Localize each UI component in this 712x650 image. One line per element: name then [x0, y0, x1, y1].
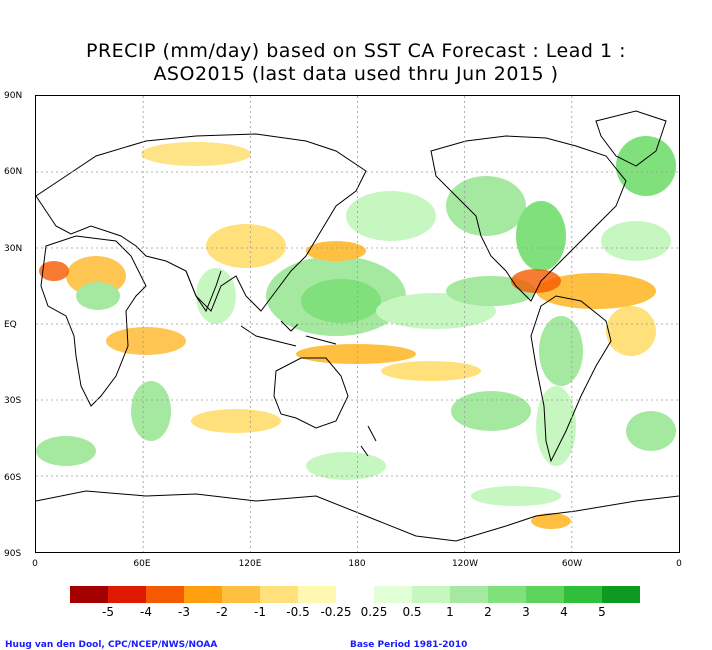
- anomaly-patch: [76, 282, 120, 310]
- anomaly-patch: [471, 486, 561, 506]
- legend-label: -0.25: [320, 605, 352, 619]
- anomaly-patch: [306, 241, 366, 261]
- anomaly-patch: [141, 142, 251, 166]
- legend-label: 2: [484, 605, 492, 619]
- coastline-south-america: [530, 295, 612, 463]
- lon-label: 60W: [561, 559, 583, 569]
- legend-swatch: [184, 586, 222, 603]
- lon-label: 180: [348, 559, 366, 569]
- anomaly-patch: [626, 411, 676, 451]
- coastline-eurasia: [36, 133, 367, 312]
- precip-map: [35, 95, 680, 553]
- legend-swatch: [526, 586, 564, 603]
- coastline-newzealand: [360, 425, 377, 457]
- legend-label: 0.25: [360, 605, 388, 619]
- legend-label: 3: [522, 605, 530, 619]
- legend-label: -4: [140, 605, 152, 619]
- anomaly-patch: [539, 316, 583, 386]
- legend-label: -3: [178, 605, 190, 619]
- anomaly-patch: [39, 261, 69, 281]
- legend-swatch: [222, 586, 260, 603]
- color-legend: [70, 586, 640, 603]
- lon-label: 120E: [238, 559, 262, 569]
- legend-swatch: [412, 586, 450, 603]
- anomaly-patch: [206, 224, 286, 268]
- credit-base-period: Base Period 1981-2010: [350, 640, 468, 650]
- lon-label: 120W: [451, 559, 479, 569]
- legend-swatch: [488, 586, 526, 603]
- coastlines: [36, 110, 679, 542]
- lat-label: 30N: [4, 244, 23, 254]
- coastline-australia: [273, 357, 349, 429]
- lon-label: 60E: [133, 559, 151, 569]
- coastline-north-america: [430, 135, 627, 302]
- legend-swatch: [70, 586, 108, 603]
- coastline-antarctica: [36, 490, 679, 542]
- anomaly-patch: [131, 381, 171, 441]
- legend-label: 4: [560, 605, 568, 619]
- graticule: [36, 96, 679, 552]
- precip-map-svg: [36, 96, 679, 552]
- anomaly-patch: [606, 306, 656, 356]
- anomaly-patch: [196, 268, 236, 324]
- anomaly-patch: [451, 391, 531, 431]
- legend-swatch: [146, 586, 184, 603]
- anomaly-patch: [516, 201, 566, 271]
- anomaly-patch: [601, 221, 671, 261]
- anomaly-patch: [301, 279, 381, 323]
- legend-label: -5: [102, 605, 114, 619]
- anomaly-patch: [446, 176, 526, 236]
- chart-title-line1: PRECIP (mm/day) based on SST CA Forecast…: [85, 40, 627, 62]
- lat-label: 90S: [4, 549, 22, 559]
- lat-label: 90N: [4, 91, 23, 101]
- anomaly-patch: [306, 452, 386, 480]
- anomaly-patch: [536, 273, 656, 309]
- coastline-africa: [40, 235, 147, 407]
- legend-swatch: [260, 586, 298, 603]
- anomaly-patch: [511, 269, 561, 293]
- legend-swatch: [602, 586, 640, 603]
- legend-swatch: [336, 586, 374, 603]
- anomaly-patches: [36, 136, 676, 529]
- anomaly-patch: [296, 344, 416, 364]
- lon-label: 0: [32, 559, 38, 569]
- lat-label: 60S: [4, 473, 22, 483]
- coastline-india: [185, 270, 222, 313]
- anomaly-patch: [536, 386, 576, 466]
- anomaly-patch: [346, 191, 436, 241]
- anomaly-patch: [381, 361, 481, 381]
- chart-title-line2: ASO2015 (last data used thru Jun 2015 ): [153, 63, 559, 85]
- legend-swatch: [108, 586, 146, 603]
- anomaly-patch: [106, 327, 186, 355]
- legend-label: 0.5: [402, 605, 422, 619]
- lat-label: 30S: [4, 396, 22, 406]
- legend-swatch: [450, 586, 488, 603]
- legend-label: 5: [598, 605, 606, 619]
- legend-label: 1: [446, 605, 454, 619]
- coastline-indonesia: [240, 320, 337, 347]
- legend-label: -0.5: [286, 605, 310, 619]
- legend-label: -2: [216, 605, 228, 619]
- lon-label: 0: [676, 559, 682, 569]
- coastline-greenland: [595, 110, 667, 167]
- anomaly-patch: [36, 436, 96, 466]
- credit-author: Huug van den Dool, CPC/NCEP/NWS/NOAA: [5, 640, 218, 650]
- anomaly-patch: [531, 513, 571, 529]
- lat-label: EQ: [4, 320, 17, 330]
- anomaly-patch: [616, 136, 676, 196]
- legend-swatch: [374, 586, 412, 603]
- legend-swatch: [298, 586, 336, 603]
- legend-label: -1: [254, 605, 266, 619]
- legend-swatch: [564, 586, 602, 603]
- lat-label: 60N: [4, 167, 23, 177]
- anomaly-patch: [191, 409, 281, 433]
